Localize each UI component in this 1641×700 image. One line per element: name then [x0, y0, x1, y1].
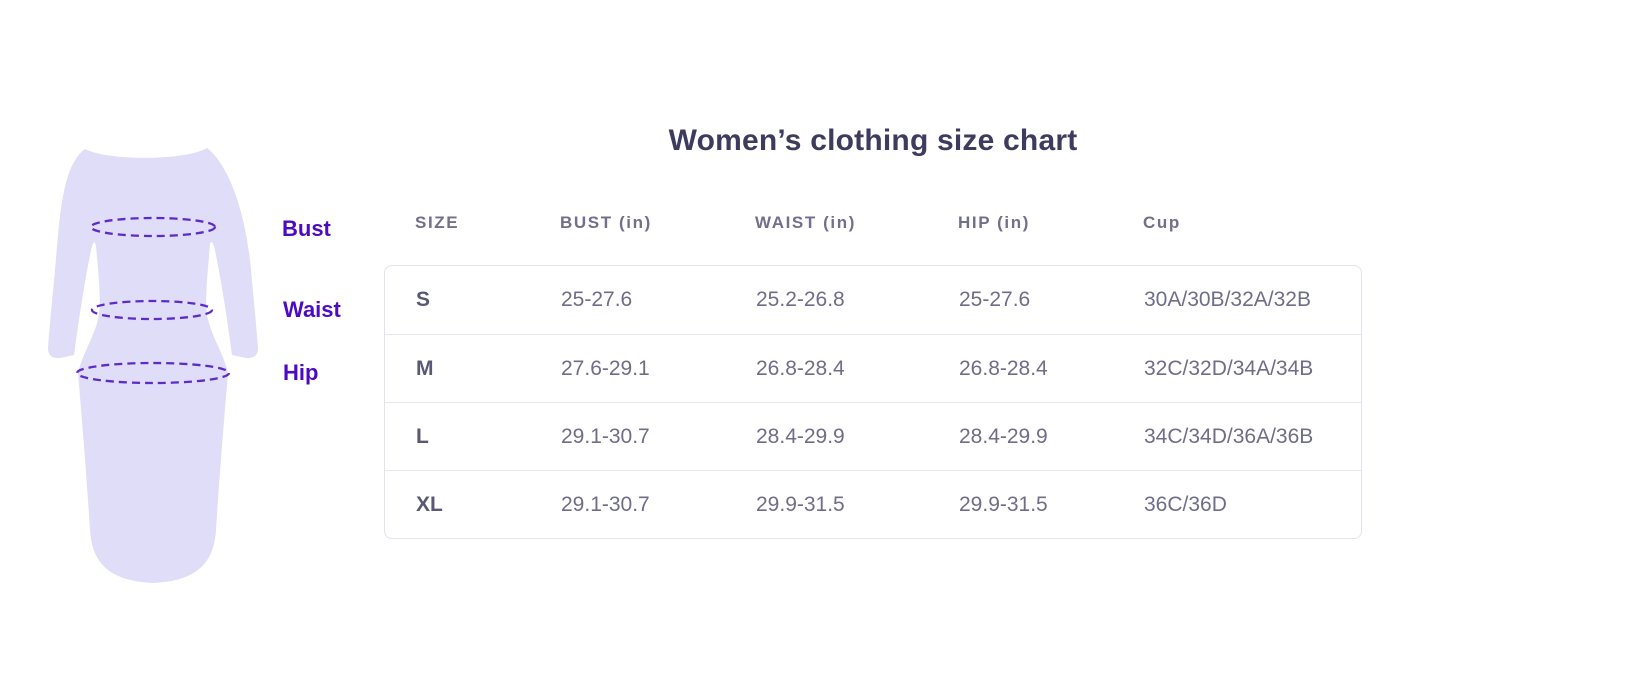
hip-label: Hip — [283, 360, 319, 385]
table-row: L 29.1-30.7 28.4-29.9 28.4-29.9 34C/34D/… — [385, 402, 1361, 470]
bust-label: Bust — [282, 216, 331, 241]
page-title: Women’s clothing size chart — [668, 124, 1078, 157]
table-header-row: SIZE BUST (in) WAIST (in) HIP (in) Cup — [384, 205, 1362, 241]
size-cell: L — [416, 425, 429, 448]
dress-illustration — [48, 148, 258, 583]
table-row: S 25-27.6 25.2-26.8 25-27.6 30A/30B/32A/… — [385, 266, 1361, 334]
column-header-cup: Cup — [1143, 213, 1181, 232]
size-table: S 25-27.6 25.2-26.8 25-27.6 30A/30B/32A/… — [384, 265, 1362, 539]
size-cell: S — [416, 288, 431, 311]
cup-cell: 36C/36D — [1144, 493, 1227, 516]
column-header-bust: BUST (in) — [560, 213, 652, 232]
column-header-hip: HIP (in) — [958, 213, 1030, 232]
table-row: XL 29.1-30.7 29.9-31.5 29.9-31.5 36C/36D — [385, 470, 1361, 538]
size-cell: M — [416, 357, 434, 380]
hip-cell: 28.4-29.9 — [959, 425, 1048, 448]
column-header-size: SIZE — [415, 213, 460, 232]
table-row: M 27.6-29.1 26.8-28.4 26.8-28.4 32C/32D/… — [385, 334, 1361, 402]
bust-cell: 29.1-30.7 — [561, 425, 650, 448]
waist-cell: 29.9-31.5 — [756, 493, 845, 516]
waist-label: Waist — [283, 297, 341, 322]
size-cell: XL — [416, 493, 443, 516]
waist-cell: 26.8-28.4 — [756, 357, 845, 380]
cup-cell: 32C/32D/34A/34B — [1144, 357, 1314, 380]
waist-measure-ellipse — [90, 299, 214, 321]
hip-cell: 25-27.6 — [959, 288, 1031, 311]
hip-cell: 29.9-31.5 — [959, 493, 1048, 516]
bust-measure-ellipse — [89, 216, 217, 238]
bust-cell: 29.1-30.7 — [561, 493, 650, 516]
waist-cell: 25.2-26.8 — [756, 288, 845, 311]
hip-measure-ellipse — [75, 361, 231, 385]
bust-cell: 25-27.6 — [561, 288, 633, 311]
column-header-waist: WAIST (in) — [755, 213, 856, 232]
hip-cell: 26.8-28.4 — [959, 357, 1048, 380]
dress-silhouette — [48, 148, 258, 583]
cup-cell: 34C/34D/36A/36B — [1144, 425, 1314, 448]
cup-cell: 30A/30B/32A/32B — [1144, 288, 1311, 311]
waist-cell: 28.4-29.9 — [756, 425, 845, 448]
bust-cell: 27.6-29.1 — [561, 357, 650, 380]
